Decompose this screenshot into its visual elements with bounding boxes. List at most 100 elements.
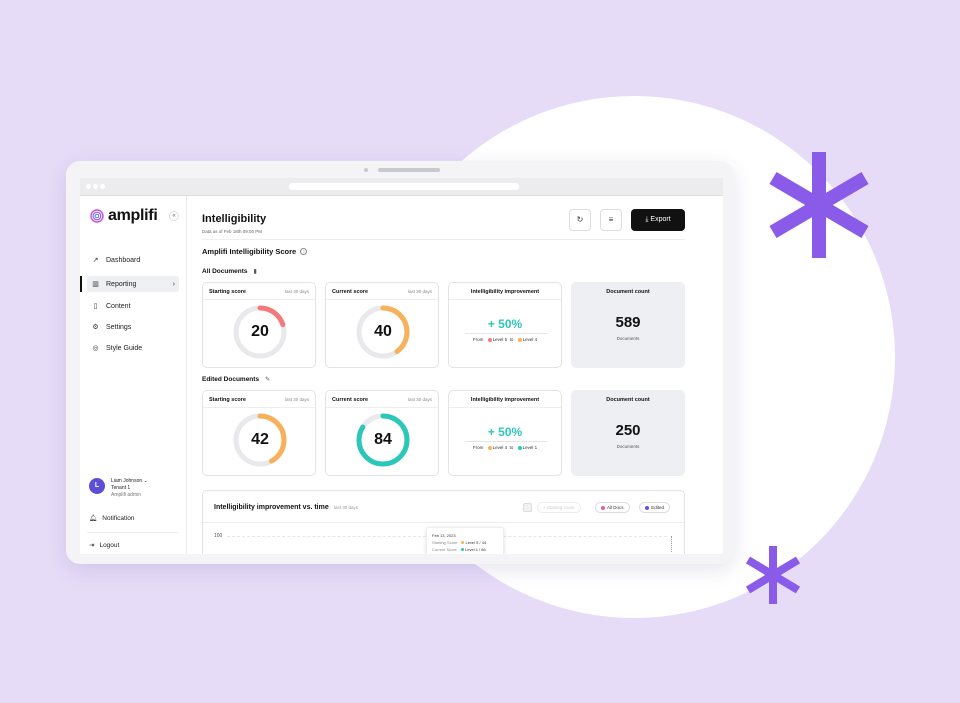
current-score-card: Current score last 30 days 40 xyxy=(325,282,439,368)
legend-label: Starting score xyxy=(546,505,575,510)
chart-tooltip: Feb 13, 2023 Starting Score Level 5 / 44… xyxy=(426,527,504,554)
legend-dot xyxy=(601,505,605,510)
app-logo[interactable]: amplifi xyxy=(90,207,158,225)
improvement-card: Intelligibility improvement + 50% From L… xyxy=(448,390,562,476)
legend-dot xyxy=(645,505,649,510)
bell-icon: 🔔︎ xyxy=(89,515,98,522)
sidebar-item-content[interactable]: ▯ Content xyxy=(87,298,179,314)
from-level: Level 5 xyxy=(492,337,508,342)
document-count-card: Document count 589 Documents xyxy=(571,282,685,368)
tooltip-value: Level 1 / 86 xyxy=(465,547,486,552)
card-title: Document count xyxy=(606,289,650,295)
current-score-card: Current score last 30 days 84 xyxy=(325,390,439,476)
document-icon: ▯ xyxy=(93,302,98,310)
user-role: Amplifi admin xyxy=(111,492,142,498)
avatar: L xyxy=(89,478,105,494)
from-label: From xyxy=(472,445,484,450)
sidebar-item-label: Dashboard xyxy=(106,256,141,264)
card-title: Intelligibility improvement xyxy=(470,397,540,403)
download-icon: ⤓ xyxy=(645,216,649,223)
tooltip-date: Feb 13, 2023 xyxy=(432,533,456,538)
sidebar-item-label: Reporting xyxy=(106,280,137,288)
logout-icon: ⇥ xyxy=(89,542,95,549)
divider xyxy=(202,239,685,240)
browser-window: amplifi « ↗ Dashboard ▥ Reporting › ▯ Co… xyxy=(80,178,723,554)
window-dot xyxy=(100,184,105,189)
tooltip-label: Starting Score xyxy=(432,540,458,545)
sidebar-item-reporting[interactable]: ▥ Reporting › xyxy=(80,276,179,292)
window-dot xyxy=(86,184,91,189)
main-content: Intelligibility Data as of Feb 18th 09:0… xyxy=(187,196,723,554)
score-gauge xyxy=(356,413,410,467)
card-title: Current score xyxy=(332,397,369,403)
chart-title: Intelligibility improvement vs. time xyxy=(214,504,329,511)
logout-label: Logout xyxy=(99,541,120,549)
score-gauge xyxy=(233,413,287,467)
user-name: Liam Johnson xyxy=(111,478,143,484)
score-value: 40 xyxy=(374,323,392,340)
browser-tab-bar xyxy=(80,178,723,196)
section-label: Edited Documents xyxy=(202,376,260,383)
filter-button[interactable]: ≡ xyxy=(600,209,622,231)
score-gauge xyxy=(233,305,287,359)
legend-label: Edited xyxy=(651,505,665,510)
document-icon: ▮ xyxy=(253,269,257,275)
active-indicator xyxy=(80,276,82,292)
trend-icon: ↗ xyxy=(92,256,99,264)
legend-edited[interactable]: Edited xyxy=(639,502,671,513)
page-title: Intelligibility xyxy=(202,213,267,225)
document-count-unit: Documents xyxy=(616,336,640,341)
logout-link[interactable]: ⇥ Logout xyxy=(89,541,120,550)
user-tenant: Tenant 1 xyxy=(111,485,131,491)
level-change: From Level 4 to Level 1 xyxy=(449,445,561,450)
gear-icon: ⚙ xyxy=(92,323,99,331)
more-indicator xyxy=(671,536,672,552)
notification-label: Notification xyxy=(102,514,135,522)
divider xyxy=(87,532,179,533)
card-period: last 30 days xyxy=(407,289,432,294)
score-gauge xyxy=(356,305,410,359)
improvement-card: Intelligibility improvement + 50% From L… xyxy=(448,282,562,368)
chart-period: last 30 days xyxy=(334,505,359,510)
pencil-icon[interactable]: ✎ xyxy=(265,377,271,383)
y-axis-tick: 100 xyxy=(214,533,223,539)
logo-icon xyxy=(90,209,104,223)
level-dot xyxy=(517,337,522,342)
card-title: Document count xyxy=(606,397,650,403)
logo-text: amplifi xyxy=(108,207,158,224)
edited-documents-title: Edited Documents ✎ xyxy=(202,376,270,383)
card-title: Current score xyxy=(332,289,369,295)
notification-link[interactable]: 🔔︎ Notification xyxy=(89,514,135,523)
tooltip-starting-row: Starting Score Level 5 / 44 xyxy=(432,539,498,546)
level-dot xyxy=(517,445,522,450)
asterisk-decoration-small xyxy=(745,546,801,604)
user-profile[interactable]: L Liam Johnson ⌄ Tenant 1 Amplifi admin xyxy=(89,478,148,499)
improvement-value: + 50% xyxy=(487,425,523,439)
sidebar-item-settings[interactable]: ⚙ Settings xyxy=(87,319,179,335)
level-change: From Level 5 to Level 4 xyxy=(449,337,561,342)
to-level: Level 1 xyxy=(522,445,538,450)
tooltip-dot xyxy=(461,548,465,552)
card-period: last 30 days xyxy=(284,397,309,402)
sidebar-item-style-guide[interactable]: ◎ Style Guide xyxy=(87,340,179,356)
refresh-button[interactable]: ↻ xyxy=(569,209,591,231)
legend-all-docs[interactable]: All Docs xyxy=(595,502,630,513)
info-icon[interactable]: ? xyxy=(300,248,308,255)
to-label: to xyxy=(509,445,514,450)
document-count-value: 250 xyxy=(615,422,641,439)
all-documents-title: All Documents ▮ xyxy=(202,268,257,275)
camera-bar xyxy=(364,168,444,172)
chevron-right-icon: › xyxy=(172,280,175,288)
address-bar[interactable] xyxy=(289,183,519,190)
export-button[interactable]: ⤓ Export xyxy=(631,209,685,231)
sidebar-item-dashboard[interactable]: ↗ Dashboard xyxy=(87,252,179,268)
score-value: 20 xyxy=(251,323,269,340)
chart-toggle-checkbox[interactable] xyxy=(523,503,532,512)
collapse-sidebar-button[interactable]: « xyxy=(169,211,179,221)
bar-chart-icon: ▥ xyxy=(92,280,99,288)
document-count-card: Document count 250 Documents xyxy=(571,390,685,476)
filter-icon: ≡ xyxy=(608,215,614,224)
section-label: All Documents xyxy=(202,268,248,275)
legend-starting-score[interactable]: + Starting score xyxy=(537,502,581,513)
score-value: 84 xyxy=(374,431,392,448)
